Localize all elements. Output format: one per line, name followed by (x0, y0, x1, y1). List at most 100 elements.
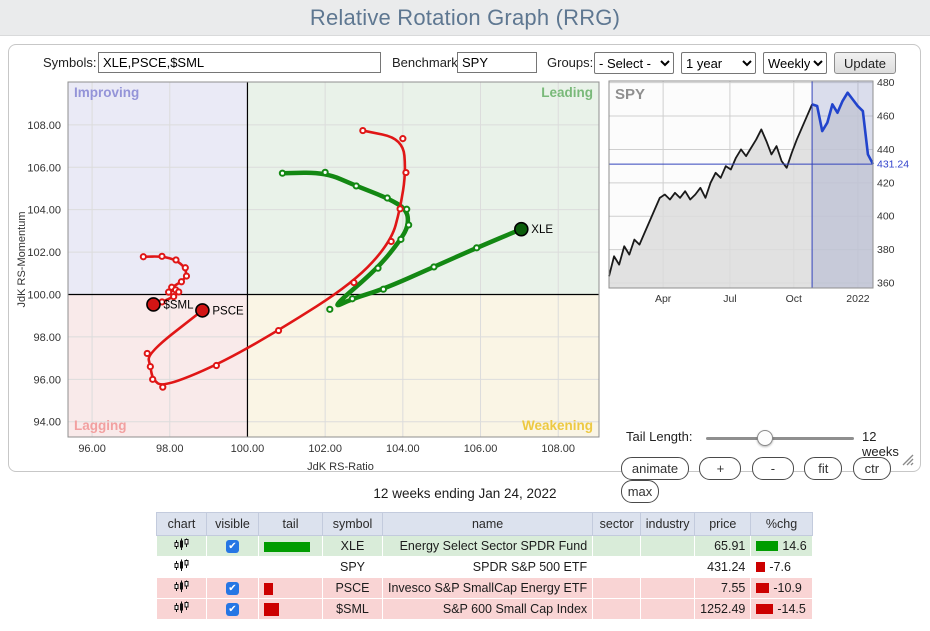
chart-icon[interactable] (174, 559, 190, 572)
svg-text:96.00: 96.00 (78, 443, 106, 455)
slider-thumb[interactable] (757, 430, 774, 446)
industry-cell (640, 577, 696, 599)
tail-length-control: Tail Length: 12 weeks (619, 427, 915, 459)
column-header-price: price (694, 512, 752, 536)
toolbar: Symbols: Benchmark: Groups: - Select - 1… (9, 52, 920, 76)
benchmark-input[interactable] (457, 52, 537, 73)
svg-text:Oct: Oct (786, 293, 802, 305)
column-header-industry: industry (640, 512, 696, 536)
pct-change-cell: -10.9 (750, 577, 813, 599)
table-row: ✔ XLE Energy Select Sector SPDR Fund 65.91 1… (156, 535, 813, 557)
tail-swatch[interactable] (264, 541, 310, 552)
pct-change-swatch (756, 583, 770, 593)
symbol-table: chart visible tail symbol name sector industry… (156, 512, 813, 620)
benchmark-mini-chart: 360 380 400 420 440 460 480 431.24 Apr Jul Oct 2022… (608, 77, 909, 305)
sector-cell (592, 556, 642, 578)
update-button[interactable]: Update (834, 52, 896, 74)
tail-cell (258, 598, 323, 620)
pct-change-value: 14.6 (782, 539, 807, 553)
svg-text:100.00: 100.00 (27, 289, 61, 301)
chart-buttons: animate + - fit ctr max (621, 457, 921, 503)
industry-cell (640, 556, 696, 578)
sector-cell (592, 535, 642, 557)
symbols-input[interactable] (98, 52, 381, 73)
svg-text:108.00: 108.00 (27, 120, 61, 132)
column-header-chart: chart (156, 512, 207, 536)
chart-cell (156, 535, 207, 557)
visible-checkbox[interactable]: ✔ (226, 540, 239, 554)
svg-text:460: 460 (877, 111, 895, 123)
svg-text:102.00: 102.00 (308, 443, 342, 455)
symbol-cell: $SML (322, 598, 383, 620)
date-range-caption: 12 weeks ending Jan 24, 2022 (373, 486, 557, 501)
visible-checkbox[interactable]: ✔ (226, 603, 239, 617)
chart-cell (156, 577, 207, 599)
industry-cell (640, 598, 696, 620)
svg-text:Apr: Apr (655, 293, 672, 305)
symbols-label: Symbols: (43, 55, 97, 70)
chart-icon[interactable] (174, 580, 190, 593)
fit-button[interactable]: fit (804, 457, 843, 480)
pct-change-cell: -7.6 (750, 556, 813, 578)
table-row: ✔ $SML S&P 600 Small Cap Index 1252.49 -14.5 (156, 598, 813, 620)
svg-text:XLE: XLE (531, 224, 553, 236)
svg-text:100.00: 100.00 (231, 443, 265, 455)
pct-change-swatch (756, 562, 766, 572)
price-cell: 7.55 (694, 577, 752, 599)
svg-text:420: 420 (877, 177, 895, 189)
pct-change-swatch (756, 604, 774, 614)
pct-change-cell: -14.5 (750, 598, 813, 620)
frequency-select[interactable]: Weekly (763, 52, 827, 74)
table-header-row: chart visible tail symbol name sector industry… (156, 512, 813, 536)
benchmark-label: Benchmark: (392, 55, 462, 70)
tail-cell (258, 556, 323, 578)
svg-text:96.00: 96.00 (33, 374, 61, 386)
groups-select[interactable]: - Select - (594, 52, 674, 74)
groups-label: Groups: (547, 55, 594, 70)
period-select[interactable]: 1 year (681, 52, 756, 74)
pct-change-swatch (756, 541, 779, 551)
max-button[interactable]: max (621, 480, 659, 503)
svg-text:Lagging: Lagging (74, 418, 127, 433)
tail-length-slider[interactable] (706, 430, 854, 446)
chart-icon[interactable] (174, 538, 190, 551)
visible-cell (206, 556, 259, 578)
symbol-cell: SPY (322, 556, 383, 578)
svg-text:106.00: 106.00 (27, 162, 61, 174)
app-header: Relative Rotation Graph (RRG) (0, 0, 930, 36)
svg-text:106.00: 106.00 (464, 443, 498, 455)
svg-text:2022: 2022 (846, 293, 870, 305)
svg-text:94.00: 94.00 (33, 417, 61, 429)
column-header-sector: sector (592, 512, 642, 536)
column-header-tail: tail (258, 512, 323, 536)
visible-checkbox[interactable]: ✔ (226, 582, 239, 596)
svg-text:Weakening: Weakening (522, 418, 593, 433)
name-cell: Invesco S&P SmallCap Energy ETF (381, 577, 594, 599)
animate-button[interactable]: animate (621, 457, 689, 480)
visible-cell: ✔ (206, 577, 259, 599)
zoom-in-button[interactable]: + (699, 457, 742, 480)
center-button[interactable]: ctr (852, 457, 891, 480)
svg-text:Improving: Improving (74, 85, 139, 100)
resize-grip-icon[interactable] (899, 451, 915, 467)
tail-swatch[interactable] (264, 582, 273, 595)
chart-icon[interactable] (174, 601, 190, 614)
svg-text:431.24: 431.24 (877, 159, 909, 171)
symbol-cell: XLE (322, 535, 383, 557)
column-header-name: name (381, 512, 594, 536)
sector-cell (592, 598, 642, 620)
svg-text:360: 360 (877, 277, 895, 289)
pct-change-value: -10.9 (773, 581, 802, 595)
svg-text:440: 440 (877, 144, 895, 156)
tail-cell (258, 577, 323, 599)
tail-swatch[interactable] (264, 603, 279, 617)
svg-text:PSCE: PSCE (212, 305, 244, 317)
pct-change-value: -7.6 (769, 560, 791, 574)
zoom-out-button[interactable]: - (751, 457, 794, 480)
price-cell: 1252.49 (694, 598, 752, 620)
tail-cell (258, 535, 323, 557)
visible-cell: ✔ (206, 535, 259, 557)
tail-length-value: 12 weeks (862, 429, 899, 459)
chart-cell (156, 598, 207, 620)
svg-text:Leading: Leading (541, 85, 593, 100)
